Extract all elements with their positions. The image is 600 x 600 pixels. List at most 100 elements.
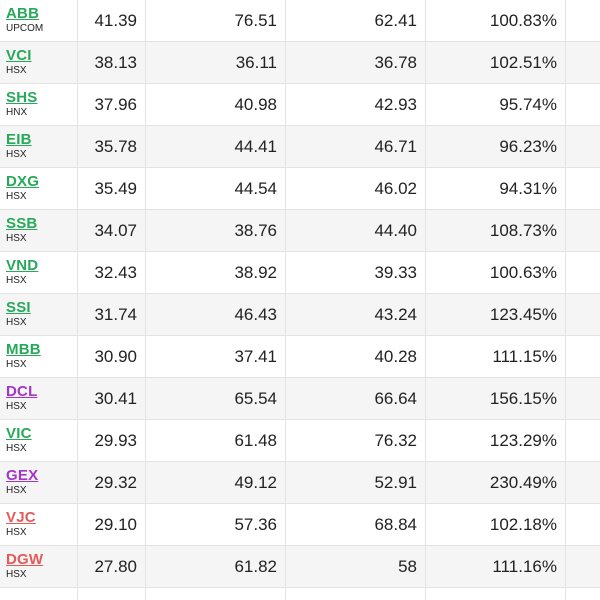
value-cell-2 [146, 588, 286, 600]
extra-cell [566, 336, 600, 377]
value-3: 52.91 [374, 472, 417, 492]
value-cell-3: 40.28 [286, 336, 426, 377]
value-cell-3: 52.91 [286, 462, 426, 503]
exchange-label: HSX [6, 359, 27, 370]
table-row[interactable]: VPG [0, 588, 600, 600]
value-cell-2: 37.41 [146, 336, 286, 377]
symbol-cell: VJC HSX [0, 504, 78, 545]
value-cell-4: 100.83% [426, 0, 566, 41]
value-3: 44.40 [374, 220, 417, 240]
table-row[interactable]: SSB HSX 34.07 38.76 44.40 108.73% [0, 210, 600, 252]
exchange-label: HNX [6, 107, 28, 118]
stock-symbol-link[interactable]: DXG [6, 173, 40, 190]
value-cell-3: 66.64 [286, 378, 426, 419]
value-cell-3: 43.24 [286, 294, 426, 335]
extra-cell [566, 294, 600, 335]
stock-symbol-link[interactable]: VCI [6, 47, 32, 64]
value-cell-3: 46.02 [286, 168, 426, 209]
table-row[interactable]: VCI HSX 38.13 36.11 36.78 102.51% [0, 42, 600, 84]
table-row[interactable]: SHS HNX 37.96 40.98 42.93 95.74% [0, 84, 600, 126]
value-1: 29.32 [94, 472, 137, 492]
table-row[interactable]: ABB UPCOM 41.39 76.51 62.41 100.83% [0, 0, 600, 42]
value-cell-1 [78, 588, 146, 600]
table-row[interactable]: DGW HSX 27.80 61.82 58 111.16% [0, 546, 600, 588]
percent-value: 123.45% [489, 304, 557, 324]
table-row[interactable]: DXG HSX 35.49 44.54 46.02 94.31% [0, 168, 600, 210]
value-cell-1: 29.10 [78, 504, 146, 545]
table-row[interactable]: MBB HSX 30.90 37.41 40.28 111.15% [0, 336, 600, 378]
table-row[interactable]: DCL HSX 30.41 65.54 66.64 156.15% [0, 378, 600, 420]
value-2: 40.98 [234, 94, 277, 114]
percent-value: 108.73% [489, 220, 557, 240]
exchange-label: HSX [6, 569, 27, 580]
value-3: 66.64 [374, 388, 417, 408]
value-cell-4: 156.15% [426, 378, 566, 419]
stock-symbol-link[interactable]: SHS [6, 89, 38, 106]
value-cell-4: 94.31% [426, 168, 566, 209]
symbol-cell: VPG [0, 588, 78, 600]
stock-symbol-link[interactable]: GEX [6, 467, 39, 484]
stock-symbol-link[interactable]: EIB [6, 131, 32, 148]
table-row[interactable]: SSI HSX 31.74 46.43 43.24 123.45% [0, 294, 600, 336]
value-cell-1: 35.49 [78, 168, 146, 209]
value-cell-1: 30.90 [78, 336, 146, 377]
percent-value: 102.51% [489, 52, 557, 72]
value-cell-3: 36.78 [286, 42, 426, 83]
stock-symbol-link[interactable]: DCL [6, 383, 38, 400]
percent-value: 123.29% [489, 430, 557, 450]
table-row[interactable]: GEX HSX 29.32 49.12 52.91 230.49% [0, 462, 600, 504]
value-cell-3: 42.93 [286, 84, 426, 125]
symbol-cell: DGW HSX [0, 546, 78, 587]
extra-cell [566, 420, 600, 461]
value-1: 37.96 [94, 94, 137, 114]
value-1: 30.90 [94, 346, 137, 366]
table-row[interactable]: VIC HSX 29.93 61.48 76.32 123.29% [0, 420, 600, 462]
stock-symbol-link[interactable]: MBB [6, 341, 41, 358]
exchange-label: HSX [6, 317, 27, 328]
symbol-cell: SSI HSX [0, 294, 78, 335]
value-3: 46.71 [374, 136, 417, 156]
value-cell-2: 65.54 [146, 378, 286, 419]
extra-cell [566, 378, 600, 419]
exchange-label: HSX [6, 275, 27, 286]
stock-symbol-link[interactable]: VIC [6, 425, 32, 442]
value-1: 29.93 [94, 430, 137, 450]
exchange-label: HSX [6, 443, 27, 454]
table-row[interactable]: VND HSX 32.43 38.92 39.33 100.63% [0, 252, 600, 294]
symbol-cell: ABB UPCOM [0, 0, 78, 41]
value-3: 40.28 [374, 346, 417, 366]
value-cell-2: 40.98 [146, 84, 286, 125]
value-2: 61.48 [234, 430, 277, 450]
value-cell-1: 38.13 [78, 42, 146, 83]
percent-value: 100.83% [489, 10, 557, 30]
stock-symbol-link[interactable]: DGW [6, 551, 44, 568]
value-cell-2: 61.82 [146, 546, 286, 587]
value-cell-4: 102.51% [426, 42, 566, 83]
stock-symbol-link[interactable]: SSI [6, 299, 31, 316]
value-cell-4: 123.45% [426, 294, 566, 335]
value-cell-3 [286, 588, 426, 600]
stock-symbol-link[interactable]: VJC [6, 509, 36, 526]
value-1: 41.39 [94, 10, 137, 30]
exchange-label: HSX [6, 527, 27, 538]
value-cell-2: 36.11 [146, 42, 286, 83]
table-row[interactable]: EIB HSX 35.78 44.41 46.71 96.23% [0, 126, 600, 168]
value-cell-3: 62.41 [286, 0, 426, 41]
symbol-cell: VCI HSX [0, 42, 78, 83]
value-cell-1: 32.43 [78, 252, 146, 293]
value-2: 44.54 [234, 178, 277, 198]
stock-symbol-link[interactable]: VND [6, 257, 39, 274]
value-cell-1: 41.39 [78, 0, 146, 41]
value-cell-2: 46.43 [146, 294, 286, 335]
symbol-cell: SHS HNX [0, 84, 78, 125]
value-cell-3: 44.40 [286, 210, 426, 251]
percent-value: 230.49% [489, 472, 557, 492]
percent-value: 95.74% [499, 94, 557, 114]
value-3: 58 [398, 556, 417, 576]
value-cell-1: 37.96 [78, 84, 146, 125]
value-cell-2: 57.36 [146, 504, 286, 545]
stock-symbol-link[interactable]: SSB [6, 215, 38, 232]
table-row[interactable]: VJC HSX 29.10 57.36 68.84 102.18% [0, 504, 600, 546]
stock-symbol-link[interactable]: ABB [6, 5, 40, 22]
